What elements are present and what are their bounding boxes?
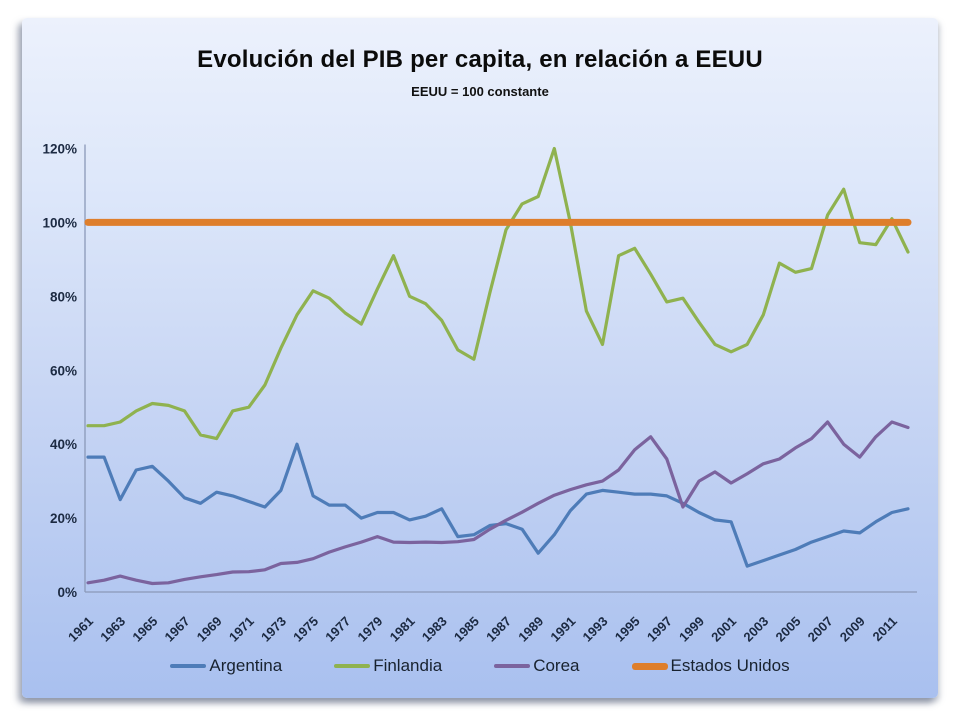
x-axis-tick-label: 1997 [644,614,675,645]
chart-canvas: 0%20%40%60%80%100%120%1961 1963 1965 1967 19… [42,142,917,645]
chart-subtitle: EEUU = 100 constante [411,84,549,99]
x-axis-tick-label: 1969 [194,614,225,645]
x-axis-tick-label: 2001 [708,614,739,645]
legend-item-argentina: Argentina [170,656,282,676]
series-line-finlandia [86,146,910,441]
x-axis-tick-label: 2011 [869,614,900,645]
x-axis-tick-label: 1971 [226,614,257,645]
y-axis-tick-label: 80% [50,289,77,304]
legend-swatch-estados-unidos [631,662,668,670]
legend-swatch-argentina [170,664,207,668]
legend-item-estados-unidos: Estados Unidos [631,656,790,676]
series-line-argentina [86,442,910,568]
x-axis-tick-label: 1979 [354,614,385,645]
x-axis-tick-label: 2005 [772,614,803,645]
x-axis-tick-label: 1965 [129,614,160,645]
y-axis-tick-label: 100% [42,215,77,230]
x-axis-tick-label: 1973 [258,614,289,645]
x-axis-tick-label: 1989 [515,614,546,645]
chart-title: Evolución del PIB per capita, en relació… [197,46,763,73]
x-axis-tick-label: 1983 [419,614,450,645]
y-axis-tick-label: 20% [50,511,77,526]
slide-background: Evolución del PIB per capita, en relació… [22,18,938,698]
x-axis-tick-label: 2007 [805,614,836,645]
x-axis-tick-label: 2009 [837,614,868,645]
x-axis-tick-label: 1967 [162,614,193,645]
x-axis-tick-label: 1981 [387,614,418,645]
x-axis-tick-label: 1995 [612,614,643,645]
series-line-corea [86,420,910,586]
legend-label-finlandia: Finlandia [373,656,443,675]
x-axis-tick-label: 1975 [290,614,321,645]
legend-label-argentina: Argentina [209,656,283,675]
x-axis-tick-label: 1977 [322,614,353,645]
y-axis-tick-label: 60% [50,363,77,378]
y-axis-tick-label: 0% [57,585,77,600]
chart-legend: Argentina Finlandia Corea Estados Unidos [22,656,938,676]
legend-label-corea: Corea [533,656,580,675]
x-axis-tick-label: 1993 [580,614,611,645]
x-axis-tick-label: 1987 [483,614,514,645]
legend-swatch-finlandia [334,664,371,668]
x-axis-tick-label: 1999 [676,614,707,645]
y-axis-tick-label: 40% [50,437,77,452]
x-axis-tick-label: 1963 [97,614,128,645]
x-axis-tick-label: 2003 [740,614,771,645]
legend-item-corea: Corea [494,656,580,676]
x-axis-tick-label: 1961 [65,614,96,645]
legend-label-estados-unidos: Estados Unidos [670,656,790,675]
y-axis-tick-label: 120% [42,142,77,157]
x-axis-tick-label: 1991 [547,614,578,645]
legend-item-finlandia: Finlandia [334,656,442,676]
legend-swatch-corea [494,664,531,668]
x-axis-tick-label: 1985 [451,614,482,645]
